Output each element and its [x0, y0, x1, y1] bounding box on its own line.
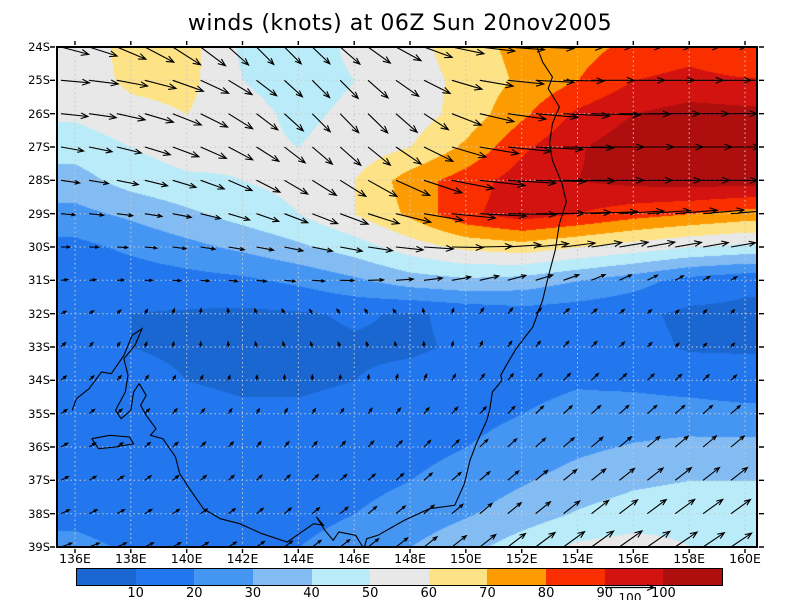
lon-tick-label: 160E [729, 551, 761, 566]
lat-tick-label: 33S [28, 339, 50, 354]
coastline-path [91, 434, 135, 450]
lon-tick-label: 144E [282, 551, 315, 566]
lat-tick-label: 35S [28, 406, 50, 421]
colorbar-tick-label: 80 [537, 586, 555, 600]
colorbar-tick-label: 30 [244, 586, 262, 600]
colorbar-tick-label: 10 [127, 586, 144, 600]
colorbar-tick-label: 90 [596, 586, 613, 600]
lon-tick-label: 136E [59, 551, 91, 566]
colorbar-segment [604, 569, 664, 585]
lat-tick-label: 39S [28, 539, 50, 554]
colorbar-segment [546, 569, 606, 585]
reference-vector-label: 100 [619, 591, 642, 600]
colorbar-tick-label: 40 [303, 586, 320, 600]
lon-tick-label: 148E [394, 551, 426, 566]
lat-tick-label: 31S [28, 273, 50, 288]
colorbar-segment [370, 569, 430, 585]
colorbar-tick-label: 50 [361, 586, 379, 600]
map-border [56, 46, 758, 548]
colorbar-tick-label: 60 [420, 586, 438, 600]
wind-speed-contour-canvas [57, 47, 757, 547]
coastline-path [71, 47, 567, 547]
colorbar-segment [663, 569, 723, 585]
lon-tick-label: 142E [226, 551, 259, 566]
lat-tick-label: 36S [28, 439, 50, 454]
reference-vector-arrow [605, 583, 655, 592]
lat-tick-label: 30S [28, 239, 50, 254]
chart-title: winds (knots) at 06Z Sun 20nov2005 [187, 11, 613, 36]
lat-tick-label: 25S [28, 73, 50, 88]
axis-ticks [50, 41, 764, 553]
lon-tick-label: 154E [561, 551, 594, 566]
lon-tick-label: 146E [338, 551, 371, 566]
lat-tick-label: 24S [28, 40, 50, 54]
lat-tick-label: 32S [28, 306, 50, 321]
lat-tick-label: 37S [28, 473, 50, 488]
colorbar-segment [311, 569, 371, 585]
lon-tick-label: 158E [673, 551, 706, 566]
lat-tick-label: 34S [28, 373, 50, 388]
lat-tick-label: 27S [28, 139, 50, 154]
colorbar-segment [487, 569, 547, 585]
colorbar-segment [428, 569, 488, 585]
lon-tick-label: 152E [505, 551, 538, 566]
lat-tick-label: 26S [28, 106, 50, 121]
lon-tick-label: 150E [449, 551, 482, 566]
colorbar-segment [252, 569, 313, 585]
coastline-australia [71, 47, 567, 547]
colorbar-tick-label: 70 [479, 586, 496, 600]
colorbar-segment [77, 569, 137, 585]
colorbar-segment [135, 569, 195, 585]
graticule [57, 47, 757, 547]
lat-tick-label: 38S [28, 506, 50, 521]
colorbar [76, 568, 723, 586]
lon-tick-label: 140E [170, 551, 203, 566]
lat-tick-label: 28S [28, 173, 50, 188]
colorbar-tick-label: 20 [185, 586, 203, 600]
lon-tick-label: 156E [617, 551, 650, 566]
lat-tick-label: 29S [28, 206, 50, 221]
wind-vectors [60, 47, 757, 547]
colorbar-segment [194, 569, 254, 585]
reference-vector: 100 [605, 583, 655, 600]
colorbar-tick-label: 100 [650, 586, 676, 600]
lon-tick-label: 138E [114, 551, 147, 566]
